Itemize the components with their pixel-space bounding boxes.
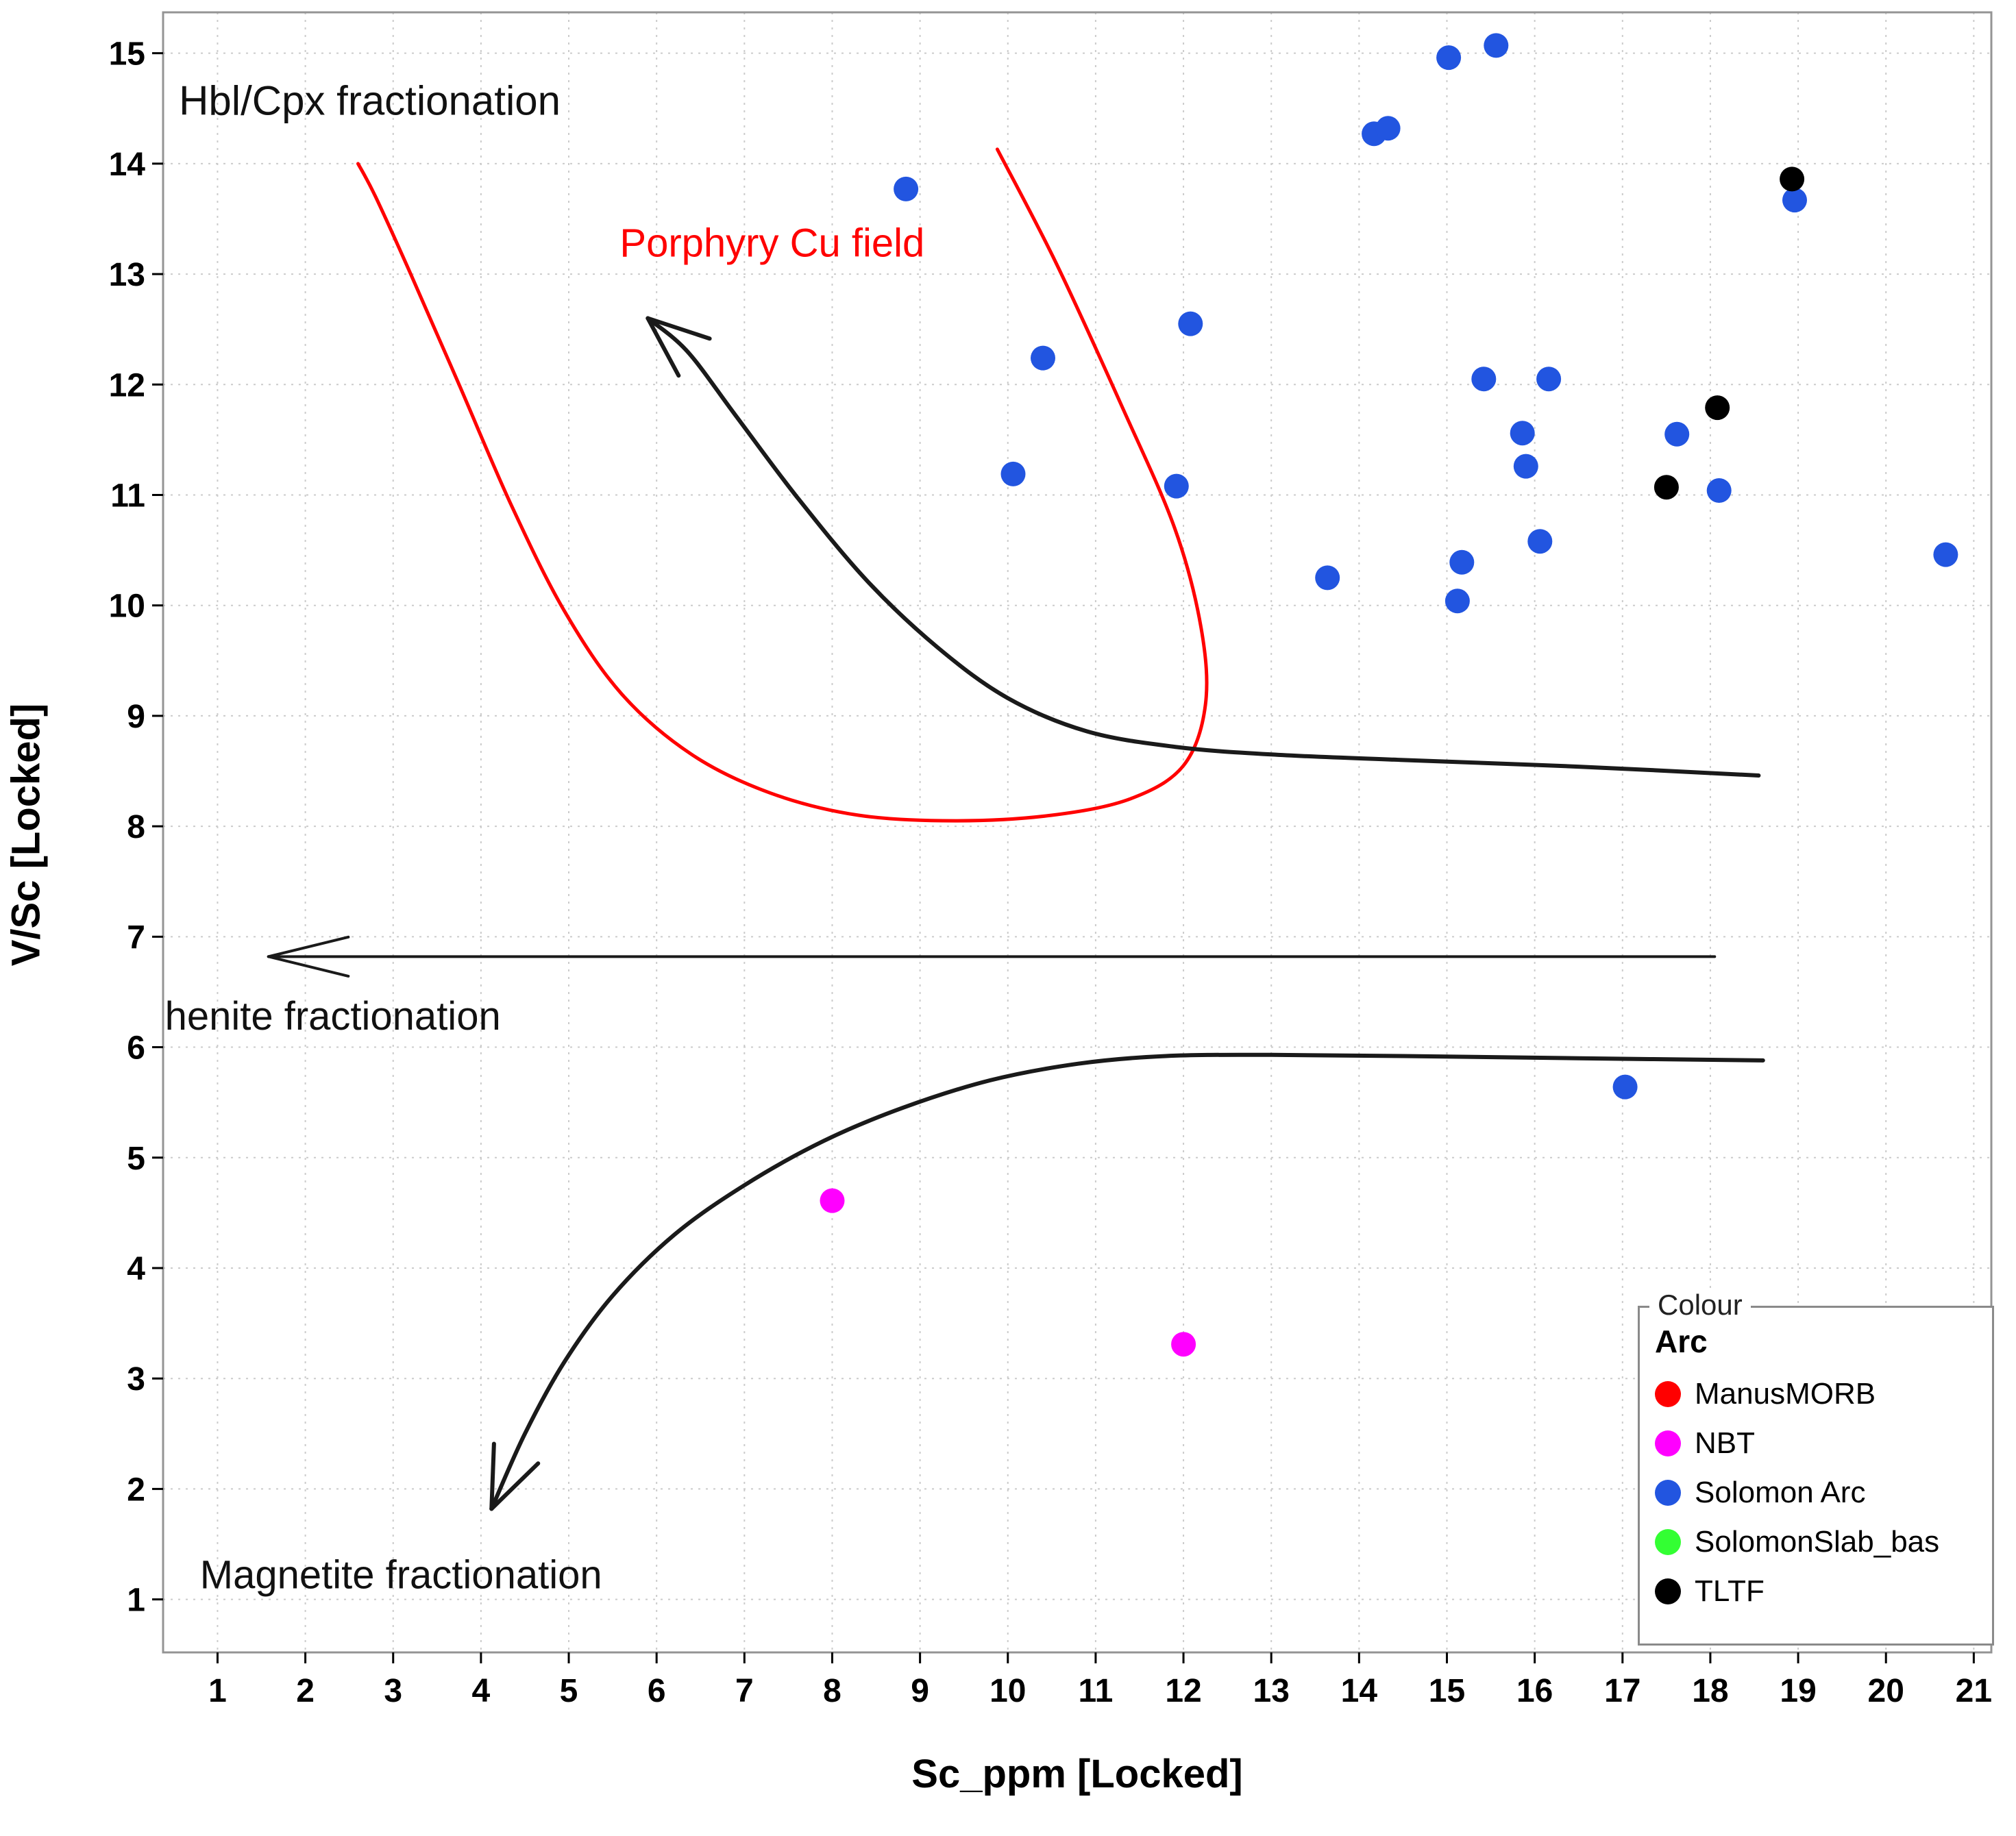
x-tick-label: 17 <box>1604 1673 1640 1709</box>
y-tick-label: 6 <box>127 1030 145 1067</box>
y-tick-label: 12 <box>109 367 145 404</box>
data-point-solomon-arc <box>1445 588 1470 614</box>
legend-item: SolomonSlab_bas <box>1655 1517 1985 1567</box>
data-point-solomon-arc <box>1484 33 1509 58</box>
legend-item: ManusMORB <box>1655 1369 1985 1419</box>
y-tick-label: 9 <box>127 699 145 735</box>
x-tick-label: 10 <box>989 1673 1026 1709</box>
y-tick-label: 2 <box>127 1472 145 1508</box>
porphyry-cu-field-label: Porphyry Cu field <box>619 221 924 265</box>
x-tick-label: 16 <box>1516 1673 1553 1709</box>
legend-item-label: SolomonSlab_bas <box>1695 1525 1940 1559</box>
x-tick-label: 20 <box>1868 1673 1904 1709</box>
legend-item-label: TLTF <box>1695 1574 1765 1608</box>
y-tick-label: 5 <box>127 1141 145 1177</box>
legend-item: NBT <box>1655 1419 1985 1468</box>
henite-trend-arrow-head <box>267 935 350 958</box>
legend-item: Solomon Arc <box>1655 1468 1985 1517</box>
x-tick-label: 5 <box>560 1673 578 1709</box>
data-point-solomon-arc <box>1612 1074 1638 1100</box>
magnetite-trend-arrow <box>489 1052 1765 1511</box>
y-tick-label: 14 <box>109 147 146 183</box>
data-point-solomon-arc <box>1436 45 1462 71</box>
legend-color-dot <box>1655 1529 1681 1555</box>
x-tick-label: 9 <box>911 1673 929 1709</box>
x-tick-label: 13 <box>1253 1673 1290 1709</box>
x-tick-label: 6 <box>648 1673 666 1709</box>
data-point-solomon-arc <box>1000 461 1026 486</box>
y-tick-label: 10 <box>109 588 145 625</box>
data-point-solomon-arc <box>1706 478 1732 503</box>
legend-color-dot <box>1655 1480 1681 1506</box>
legend-item-label: Solomon Arc <box>1695 1476 1866 1509</box>
hbl-cpx-trend-arrow-head <box>646 316 681 378</box>
hbl-cpx-trend-arrow-head <box>646 316 712 341</box>
data-point-solomon-arc <box>1471 367 1497 392</box>
porphyry-cu-field-outline <box>356 147 1209 823</box>
x-tick-label: 18 <box>1692 1673 1728 1709</box>
x-tick-label: 2 <box>296 1673 315 1709</box>
legend-color-dot <box>1655 1578 1681 1604</box>
magnetite-trend-arrow-head <box>489 1441 496 1511</box>
x-tick-label: 3 <box>384 1673 402 1709</box>
data-point-solomon-arc <box>1782 188 1807 213</box>
data-point-nbt <box>1171 1332 1196 1357</box>
data-point-solomon-arc <box>1513 454 1538 479</box>
data-point-solomon-arc <box>1527 529 1553 554</box>
legend-item: TLTF <box>1655 1567 1985 1616</box>
data-point-solomon-arc <box>1315 565 1340 591</box>
data-point-solomon-arc <box>1449 549 1475 575</box>
data-point-tltf <box>1780 166 1805 192</box>
x-tick-label: 19 <box>1780 1673 1816 1709</box>
data-point-nbt <box>820 1188 845 1213</box>
data-point-solomon-arc <box>1375 116 1401 141</box>
y-tick-label: 13 <box>109 257 145 293</box>
x-tick-label: 11 <box>1079 1673 1114 1709</box>
legend-title: Colour <box>1649 1289 1751 1322</box>
legend-color-dot <box>1655 1430 1681 1456</box>
y-tick-label: 1 <box>127 1583 145 1619</box>
data-point-solomon-arc <box>894 176 919 201</box>
data-point-solomon-arc <box>1664 421 1690 447</box>
y-tick-label: 3 <box>127 1361 145 1398</box>
x-tick-label: 14 <box>1341 1673 1378 1709</box>
plot-border <box>162 11 1993 1654</box>
data-point-tltf <box>1654 475 1679 500</box>
x-axis-title: Sc_ppm [Locked] <box>911 1752 1243 1796</box>
data-point-solomon-arc <box>1031 345 1055 371</box>
x-tick-label: 12 <box>1165 1673 1201 1709</box>
x-tick-label: 21 <box>1956 1673 1992 1709</box>
y-tick-label: 11 <box>110 477 145 514</box>
x-tick-label: 8 <box>823 1673 841 1709</box>
x-tick-label: 15 <box>1429 1673 1465 1709</box>
data-point-solomon-arc <box>1510 421 1535 446</box>
y-tick-label: 4 <box>127 1251 145 1287</box>
x-tick-label: 4 <box>472 1673 491 1709</box>
hbl-cpx-fractionation-label: Hbl/Cpx fractionation <box>179 78 561 124</box>
hbl-cpx-trend-arrow <box>646 316 1761 778</box>
legend-heading: Arc <box>1655 1324 1708 1359</box>
legend-items: ManusMORB NBT Solomon Arc SolomonSlab_bas TL… <box>1655 1369 1985 1616</box>
y-tick-label: 7 <box>127 919 145 956</box>
y-axis-title: V/Sc [Locked] <box>3 703 49 967</box>
x-tick-label: 7 <box>735 1673 754 1709</box>
legend-item-label: NBT <box>1695 1426 1755 1460</box>
legend-color-dot <box>1655 1381 1681 1407</box>
x-tick-label: 1 <box>208 1673 227 1709</box>
y-tick-label: 8 <box>127 809 145 845</box>
magnetite-trend-arrow-head <box>489 1461 541 1511</box>
henite-trend-arrow-head <box>267 955 350 978</box>
legend-item-label: ManusMORB <box>1695 1377 1876 1411</box>
magnetite-fractionation-label: Magnetite fractionation <box>200 1553 602 1598</box>
data-point-solomon-arc <box>1933 542 1958 567</box>
y-tick-label: 15 <box>109 36 145 73</box>
data-point-solomon-arc <box>1178 311 1203 336</box>
henite-fractionation-label: henite fractionation <box>165 994 501 1039</box>
legend: Colour Arc ManusMORB NBT Solomon Arc Solomo… <box>1638 1289 1994 1646</box>
data-point-solomon-arc <box>1536 367 1562 392</box>
data-point-solomon-arc <box>1164 473 1189 499</box>
data-point-tltf <box>1705 395 1730 421</box>
